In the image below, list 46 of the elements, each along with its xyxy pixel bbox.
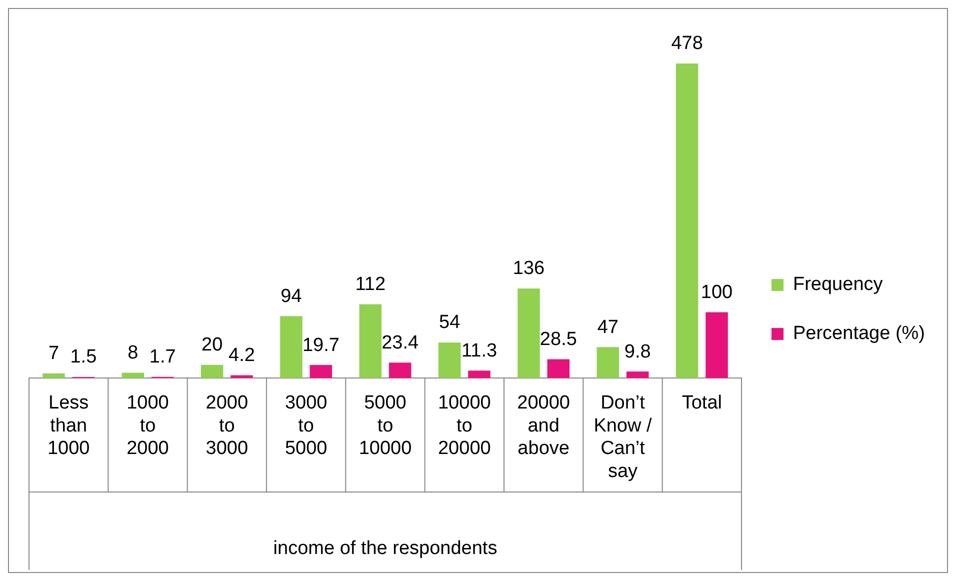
data-label: 94 bbox=[280, 286, 302, 307]
x-tick-label: 20000 and above bbox=[517, 392, 570, 460]
bar bbox=[518, 288, 540, 378]
x-tick-label: 10000 to 20000 bbox=[438, 392, 491, 460]
x-tick-label: Less than 1000 bbox=[47, 392, 90, 460]
x-tick-label: 5000 to 10000 bbox=[358, 392, 412, 460]
x-tick-label: 2000 to 3000 bbox=[206, 392, 248, 460]
data-label: 47 bbox=[597, 316, 618, 338]
bar bbox=[122, 372, 144, 378]
data-label: 100 bbox=[700, 282, 733, 303]
data-label: 23.4 bbox=[382, 332, 420, 354]
bar bbox=[438, 342, 461, 378]
bar bbox=[596, 347, 620, 378]
x-tick-label: Don’t Know / Can’t say bbox=[594, 392, 653, 482]
data-label: 478 bbox=[671, 33, 703, 54]
x-tick-label: Total bbox=[682, 392, 722, 414]
legend-label: Frequency bbox=[792, 274, 884, 296]
x-tick-label: 1000 to 2000 bbox=[126, 392, 169, 460]
x-axis-title: income of the respondents bbox=[273, 538, 498, 559]
bar bbox=[359, 304, 382, 378]
data-label: 54 bbox=[439, 312, 461, 334]
data-label: 8 bbox=[128, 342, 138, 364]
bar bbox=[706, 312, 728, 378]
data-label: 11.3 bbox=[461, 340, 498, 362]
bar bbox=[547, 359, 570, 378]
data-label: 9.8 bbox=[624, 341, 651, 362]
bar bbox=[388, 362, 412, 378]
bar bbox=[310, 365, 332, 378]
data-label: 20 bbox=[202, 334, 223, 356]
bar bbox=[626, 372, 649, 378]
bar bbox=[280, 316, 302, 378]
data-label: 1.7 bbox=[149, 346, 176, 368]
data-label: 28.5 bbox=[540, 328, 577, 350]
bar bbox=[42, 373, 65, 378]
data-label: 4.2 bbox=[228, 344, 255, 366]
x-tick-label: 3000 to 5000 bbox=[284, 392, 328, 460]
bar bbox=[230, 375, 253, 378]
data-label: 7 bbox=[48, 343, 60, 364]
bar bbox=[200, 364, 224, 378]
legend-label: Percentage (%) bbox=[792, 323, 926, 344]
bar bbox=[468, 370, 490, 378]
data-label: 112 bbox=[355, 274, 386, 296]
data-label: 136 bbox=[512, 258, 545, 280]
data-label: 19.7 bbox=[302, 334, 340, 356]
data-label: 1.5 bbox=[70, 346, 97, 368]
bar bbox=[676, 63, 698, 378]
